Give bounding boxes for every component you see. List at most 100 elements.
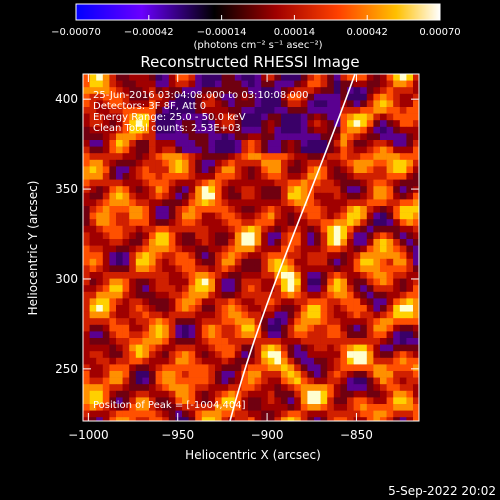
heatmap-cell	[142, 364, 150, 372]
heatmap-cell	[129, 285, 137, 293]
heatmap-cell	[228, 331, 236, 339]
heatmap-cell	[162, 278, 170, 286]
heatmap-cell	[201, 397, 209, 405]
heatmap-cell	[314, 384, 321, 392]
heatmap-cell	[353, 199, 361, 207]
heatmap-cell	[129, 219, 137, 227]
heatmap-cell	[116, 344, 123, 352]
heatmap-cell	[380, 107, 387, 114]
heatmap-cell	[116, 166, 123, 174]
heatmap-cell	[89, 272, 97, 279]
heatmap-cell	[221, 245, 229, 253]
heatmap-cell	[333, 199, 341, 207]
heatmap-cell	[215, 305, 222, 312]
heatmap-cell	[175, 311, 183, 319]
heatmap-cell	[142, 126, 150, 134]
heatmap-cell	[215, 311, 222, 319]
heatmap-cell	[175, 410, 183, 418]
heatmap-cell	[307, 344, 315, 352]
heatmap-cell	[208, 258, 216, 266]
heatmap-cell	[327, 219, 335, 227]
heatmap-cell	[122, 377, 130, 385]
heatmap-cell	[116, 239, 123, 246]
heatmap-cell	[287, 74, 295, 81]
heatmap-cell	[155, 278, 163, 286]
heatmap-cell	[175, 225, 183, 233]
heatmap-cell	[340, 126, 348, 134]
heatmap-cell	[221, 100, 229, 108]
heatmap-cell	[333, 133, 341, 141]
heatmap-cell	[353, 371, 361, 378]
heatmap-cell	[393, 324, 401, 332]
heatmap-cell	[83, 159, 90, 167]
heatmap-cell	[287, 351, 295, 359]
heatmap-cell	[195, 410, 203, 418]
heatmap-cell	[116, 87, 123, 95]
heatmap-cell	[380, 390, 387, 398]
heatmap-cell	[340, 344, 348, 352]
heatmap-cell	[347, 410, 354, 418]
heatmap-cell	[366, 291, 374, 299]
heatmap-cell	[307, 338, 315, 345]
heatmap-cell	[406, 74, 414, 81]
heatmap-cell	[406, 133, 414, 141]
heatmap-cell	[102, 371, 110, 378]
heatmap-cell	[267, 298, 275, 306]
heatmap-cell	[373, 113, 381, 121]
heatmap-cell	[327, 225, 335, 233]
heatmap-cell	[373, 311, 381, 319]
heatmap-cell	[327, 390, 335, 398]
heatmap-cell	[149, 371, 156, 378]
heatmap-cell	[83, 225, 90, 233]
heatmap-cell	[195, 298, 203, 306]
heatmap-cell	[135, 199, 143, 207]
heatmap-cell	[267, 265, 275, 273]
heatmap-cell	[287, 107, 295, 114]
heatmap-cell	[228, 318, 236, 326]
heatmap-cell	[333, 324, 341, 332]
heatmap-cell	[380, 298, 387, 306]
heatmap-cell	[406, 390, 414, 398]
heatmap-cell	[307, 272, 315, 279]
heatmap-cell	[215, 186, 222, 194]
heatmap-cell	[340, 410, 348, 418]
x-axis-label: Heliocentric X (arcsec)	[185, 448, 321, 462]
heatmap-cell	[320, 285, 328, 293]
heatmap-cell	[234, 410, 242, 418]
heatmap-cell	[347, 338, 354, 345]
heatmap-cell	[129, 232, 137, 240]
heatmap-cell	[175, 93, 183, 101]
heatmap-cell	[142, 146, 150, 154]
heatmap-cell	[248, 298, 255, 306]
heatmap-cell	[109, 219, 117, 227]
heatmap-cell	[248, 305, 255, 312]
heatmap-cell	[307, 199, 315, 207]
heatmap-cell	[353, 93, 361, 101]
heatmap-cell	[294, 133, 302, 141]
heatmap-cell	[241, 311, 249, 319]
heatmap-cell	[215, 166, 222, 174]
heatmap-cell	[168, 179, 176, 187]
heatmap-cell	[413, 384, 419, 392]
heatmap-cell	[380, 344, 387, 352]
heatmap-cell	[201, 212, 209, 220]
heatmap-cell	[89, 225, 97, 233]
heatmap-cell	[234, 278, 242, 286]
heatmap-cell	[380, 239, 387, 246]
heatmap-cell	[314, 417, 321, 421]
heatmap-cell	[333, 338, 341, 345]
heatmap-cell	[320, 364, 328, 372]
heatmap-cell	[221, 219, 229, 227]
heatmap-cell	[102, 80, 110, 88]
heatmap-cell	[307, 166, 315, 174]
heatmap-cell	[248, 113, 255, 121]
heatmap-cell	[274, 225, 282, 233]
heatmap-cell	[333, 113, 341, 121]
heatmap-cell	[109, 192, 117, 200]
heatmap-cell	[274, 377, 282, 385]
heatmap-cell	[102, 159, 110, 167]
heatmap-cell	[314, 140, 321, 147]
heatmap-cell	[353, 291, 361, 299]
heatmap-cell	[248, 311, 255, 319]
heatmap-cell	[287, 331, 295, 339]
